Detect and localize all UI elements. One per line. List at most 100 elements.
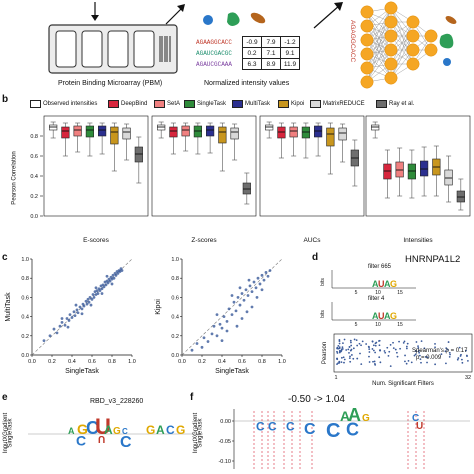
panel-d-title: HNRNPA1L2 <box>405 254 461 265</box>
network-node <box>360 33 374 47</box>
box-matrixreduce <box>230 127 239 140</box>
scatter-point <box>250 305 254 309</box>
pearson-point <box>371 348 374 350</box>
scatter-point <box>89 303 93 307</box>
legend-swatch <box>184 100 195 108</box>
pearson-point <box>386 346 389 349</box>
pearson-point <box>407 359 410 362</box>
box-group-frame <box>259 115 365 217</box>
scatter-point <box>92 296 96 299</box>
logo-letter-up: G <box>77 421 88 437</box>
y-tick-label: 0.00 <box>220 419 231 425</box>
arrow-down-icon <box>91 2 99 21</box>
scatter-point <box>218 322 222 326</box>
pearson-point <box>466 355 468 357</box>
pearson-point <box>348 346 351 348</box>
pearson-point <box>396 355 399 358</box>
scatter-point <box>242 298 246 302</box>
scatter-point <box>88 296 92 299</box>
scatter-point <box>215 334 219 338</box>
scatter-point <box>200 345 204 349</box>
scatter-point <box>256 276 260 280</box>
legend-swatch <box>278 100 289 108</box>
box-kipoi <box>218 126 227 144</box>
y-tick-label: 0.8 <box>171 276 179 282</box>
box-singletask <box>407 163 416 180</box>
x-max-label: 32 <box>465 375 471 381</box>
pearson-point <box>389 365 392 368</box>
scatter-point <box>60 317 64 320</box>
scatter-point <box>240 292 244 295</box>
pearson-point <box>467 359 469 362</box>
x-tick-label: 0.0 <box>28 359 36 365</box>
pearson-point <box>465 349 467 352</box>
logo-letter: U <box>378 311 385 321</box>
legend-item: SingleTask <box>184 99 226 109</box>
pearson-point <box>343 358 346 361</box>
logo-letter-down: C <box>304 421 316 438</box>
y-tick-label: 0.6 <box>171 295 179 301</box>
scatter-point <box>76 311 80 315</box>
logo-letter-small: G <box>146 423 155 437</box>
neural-network-diagram: AGAGGCACC <box>349 1 457 89</box>
scatter-kipoi: 0.00.0 0.2 0.2 0.4 0.4 0.6 0.6 0.8 0.8 1.0 1.0 Sing… <box>155 257 286 375</box>
pearson-point <box>371 340 374 343</box>
scatter-point <box>82 304 86 308</box>
network-edge <box>390 35 414 79</box>
scatter-point <box>48 334 52 338</box>
pearson-point <box>349 339 352 342</box>
legend-label: DeepBind <box>121 101 148 107</box>
matrix-cell: 7.9 <box>261 36 281 48</box>
panel-b-letter: b <box>2 94 9 105</box>
panel-c-letter: c <box>2 252 8 263</box>
pearson-point <box>360 363 363 366</box>
pearson-point <box>338 342 341 345</box>
y-tick-label: 0.6 <box>21 295 29 301</box>
pearson-point <box>414 353 417 356</box>
pearson-point <box>336 363 338 366</box>
network-node <box>384 43 398 57</box>
pearson-point <box>353 338 356 341</box>
pearson-point <box>405 345 408 348</box>
pearson-point <box>417 345 419 348</box>
pearson-point <box>418 351 420 354</box>
scatter-point <box>120 269 124 272</box>
pearson-point <box>448 355 451 358</box>
legend-item: Observed intensities <box>30 99 97 109</box>
scatter-point <box>96 292 100 295</box>
scatter-point <box>110 282 114 286</box>
network-node <box>406 57 420 71</box>
y-tick-label: -0.05 <box>218 439 231 445</box>
group-label: E-scores <box>83 237 109 244</box>
logo-letter: U <box>378 279 385 289</box>
matrix-cell: 7.1 <box>261 47 281 59</box>
y-tick-label: 0.0 <box>171 353 179 359</box>
pearson-point <box>389 343 392 346</box>
y-axis-label: Kipoi <box>155 299 162 315</box>
box-kipoi <box>326 127 335 147</box>
pearson-point <box>388 350 391 353</box>
pearson-point <box>340 361 343 364</box>
legend-label: Ray et al. <box>389 101 415 107</box>
network-node <box>424 29 438 43</box>
pearson-point <box>426 361 428 364</box>
pearson-point <box>352 357 355 360</box>
pearson-point <box>379 349 382 352</box>
box-matrixreduce <box>444 169 453 186</box>
pearson-point <box>424 356 427 358</box>
network-node <box>406 43 420 57</box>
scatter-point <box>195 342 199 345</box>
pearson-point <box>350 341 352 344</box>
x-tick-label: 0.4 <box>218 359 226 365</box>
x-tick-label: 0.0 <box>178 359 186 365</box>
pearson-point <box>350 348 353 351</box>
matrix-cell: 11.9 <box>280 58 300 70</box>
pearson-point <box>361 340 364 343</box>
scatter-point <box>222 315 226 318</box>
pearson-point <box>336 350 338 353</box>
panel-a: Protein Binding Microarray (PBM) AGAAGGC… <box>0 0 474 95</box>
scatter-point <box>190 348 194 352</box>
scatter-point <box>98 289 102 293</box>
sequence-1: AGAAGGCACC <box>196 39 233 46</box>
